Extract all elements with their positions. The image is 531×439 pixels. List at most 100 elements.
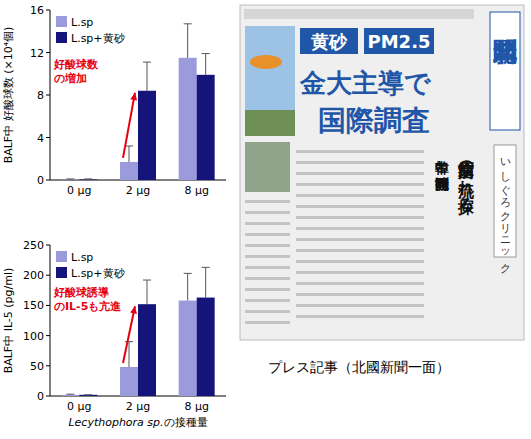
body-text-line — [296, 260, 424, 263]
annotation-arrow — [123, 93, 137, 158]
bar — [120, 367, 138, 396]
legend-label: L.sp+黄砂 — [71, 267, 125, 280]
bar — [138, 91, 156, 180]
balloon — [250, 55, 282, 69]
x-tick-label: 2 μg — [126, 184, 150, 197]
body-text-line — [245, 244, 290, 247]
error-bar — [84, 394, 92, 395]
body-text-line — [245, 266, 290, 269]
annotation-line: 好酸球数 — [53, 58, 99, 71]
arrow-head — [130, 93, 137, 101]
body-text-line — [245, 200, 290, 203]
body-text-line — [296, 315, 424, 318]
body-text-line — [296, 249, 424, 252]
error-cap — [143, 280, 151, 281]
headline-box — [364, 28, 434, 54]
arrow-shaft — [123, 93, 135, 158]
error-cap — [66, 178, 74, 179]
x-tick-label: 0 μg — [67, 400, 91, 413]
x-axis-title-rest: の接種量 — [164, 416, 208, 429]
body-text-line — [296, 293, 424, 296]
y-tick-label: 150 — [23, 299, 44, 312]
error-cap — [125, 341, 133, 342]
press-clipping: 黄砂PM2.5金大主導で国際調査中韓と同時観測病原菌の流れ探る北國新聞いしぐろク… — [240, 5, 524, 340]
error-stem — [147, 280, 148, 304]
error-cap — [202, 267, 210, 268]
headline: 国際調査 — [318, 104, 430, 137]
legend-label: L.sp — [71, 251, 93, 264]
legend-label: L.sp+黄砂 — [71, 32, 125, 45]
bar — [61, 395, 79, 396]
y-tick — [46, 365, 50, 366]
arrow-head — [130, 306, 137, 314]
bar — [79, 179, 97, 180]
y-tick-label: 100 — [23, 330, 44, 343]
bar — [79, 395, 97, 396]
x-tick-label: 0 μg — [67, 184, 91, 197]
masthead-box — [490, 12, 520, 130]
error-bar — [125, 146, 133, 162]
annotation-arrow — [123, 306, 137, 363]
error-bar — [184, 24, 192, 58]
error-bar — [66, 394, 74, 396]
body-text-line — [296, 282, 424, 285]
paper-header — [244, 9, 474, 19]
chart-panel: 050100150200250BALF中 IL-5 (pg/ml)0 μg2 μ… — [2, 239, 226, 429]
error-stem — [187, 273, 188, 300]
bars — [61, 24, 214, 180]
headline: 黄砂 — [310, 31, 348, 52]
body-text-line — [296, 172, 424, 175]
x-axis-title-italic: Lecythophora sp. — [68, 416, 163, 429]
x-axis-title: Lecythophora sp.の接種量 — [68, 416, 207, 429]
y-tick — [46, 335, 50, 336]
x-tick-label: 8 μg — [184, 400, 208, 413]
caption: プレス記事（北國新聞一面） — [268, 359, 450, 375]
body-text-line — [296, 271, 424, 274]
photo-ground — [245, 110, 295, 136]
error-bar — [84, 178, 92, 180]
photo-2 — [245, 142, 290, 192]
legend-swatch — [56, 32, 67, 43]
error-bar — [202, 267, 210, 297]
body-text-line — [296, 183, 424, 186]
page: 0481216BALF中 好酸球数 (×10⁴個)0 μg2 μg8 μgL.s… — [0, 0, 531, 439]
masthead: 北國新聞 — [492, 39, 518, 65]
headline: 金大主導で — [299, 68, 432, 98]
subhead: 病原菌の流れ探る — [457, 150, 476, 216]
body-text-line — [245, 277, 290, 280]
error-bar — [66, 178, 74, 180]
y-axis-title: BALF中 好酸球数 (×10⁴個) — [2, 27, 15, 164]
y-tick — [46, 137, 50, 138]
error-stem — [205, 267, 206, 297]
body-text-line — [245, 299, 290, 302]
body-text-line — [296, 194, 424, 197]
error-stem — [129, 146, 130, 162]
y-tick — [46, 95, 50, 96]
subhead: 中韓と同時観測 — [434, 150, 450, 192]
body-text-line — [245, 310, 290, 313]
body-text-line — [296, 150, 424, 153]
error-stem — [187, 24, 188, 58]
body-text-line — [245, 321, 290, 324]
y-tick — [46, 10, 50, 11]
y-tick — [46, 396, 50, 397]
y-axis — [50, 245, 51, 396]
y-tick — [46, 275, 50, 276]
bar — [179, 301, 197, 396]
ad: いしぐろクリニック — [499, 151, 512, 274]
y-tick — [46, 52, 50, 53]
body-text-line — [296, 304, 424, 307]
arrow-shaft — [123, 306, 135, 363]
error-bar — [143, 280, 151, 304]
error-cap — [84, 178, 92, 179]
y-tick-label: 50 — [30, 360, 44, 373]
annotation: 好酸球数の増加 — [53, 58, 99, 85]
error-cap — [84, 394, 92, 395]
x-tick-label: 8 μg — [184, 184, 208, 197]
body-text-line — [245, 233, 290, 236]
y-tick-label: 0 — [37, 174, 44, 187]
error-cap — [143, 62, 151, 63]
bar — [61, 179, 79, 180]
body-text-line — [296, 227, 424, 230]
error-cap — [202, 53, 210, 54]
